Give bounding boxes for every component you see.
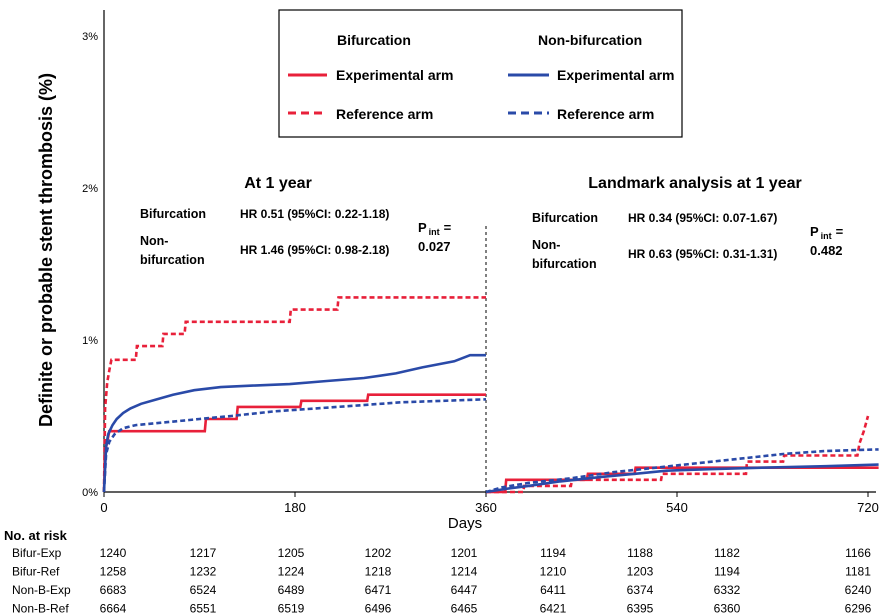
risk-cell: 6374 xyxy=(627,583,654,597)
series-line xyxy=(102,296,486,493)
legend-nonbifur-exp-label: Experimental arm xyxy=(557,67,675,83)
y-tick-label: 2% xyxy=(82,183,98,195)
risk-cell: 1205 xyxy=(278,546,305,560)
risk-cell: 6421 xyxy=(540,602,567,614)
risk-cell: 6395 xyxy=(627,602,654,614)
p-int-value: 0.027 xyxy=(418,239,451,254)
y-axis-title: Definite or probable stent thrombosis (%… xyxy=(36,73,56,427)
risk-cell: 6332 xyxy=(714,583,741,597)
risk-row-label: Non-B-Ref xyxy=(12,602,69,614)
y-ticks: 0% 1% 2% 3% xyxy=(82,31,98,499)
legend: Bifurcation Non-bifurcation Experimental… xyxy=(278,9,683,138)
risk-cell: 1201 xyxy=(451,546,478,560)
risk-cell: 1224 xyxy=(278,565,305,579)
legend-header-non-bifurcation: Non-bifurcation xyxy=(538,32,642,48)
panel-row-group-line1: Non- xyxy=(532,238,560,252)
risk-cell: 6447 xyxy=(451,583,478,597)
legend-box xyxy=(278,9,683,138)
x-ticks: 0 180 360 540 720 xyxy=(100,492,879,515)
panel-row-hr: HR 0.34 (95%CI: 0.07-1.67) xyxy=(628,211,777,225)
risk-cell: 1202 xyxy=(365,546,392,560)
panel-row-group: Bifurcation xyxy=(140,207,206,221)
x-tick-label: 180 xyxy=(284,500,306,515)
p-int-value: 0.482 xyxy=(810,243,843,258)
series-line xyxy=(485,448,879,494)
x-tick-label: 360 xyxy=(475,500,497,515)
series-lines xyxy=(102,296,879,494)
risk-cell: 6489 xyxy=(278,583,305,597)
risk-cell: 6664 xyxy=(100,602,127,614)
risk-cell: 1258 xyxy=(100,565,127,579)
risk-cell: 1188 xyxy=(627,546,653,560)
panel-row-group-line2: bifurcation xyxy=(140,253,205,267)
series-line xyxy=(486,415,870,494)
panel-at-1-year: At 1 year Bifurcation HR 0.51 (95%CI: 0.… xyxy=(140,175,452,267)
panel-row-hr: HR 0.51 (95%CI: 0.22-1.18) xyxy=(240,207,389,221)
panel-landmark: Landmark analysis at 1 year Bifurcation … xyxy=(532,175,844,271)
y-tick-label: 1% xyxy=(82,335,98,347)
risk-cell: 6465 xyxy=(451,602,478,614)
risk-cell: 1240 xyxy=(100,546,127,560)
panel-row-hr: HR 1.46 (95%CI: 0.98-2.18) xyxy=(240,243,389,257)
risk-table-title: No. at risk xyxy=(4,528,68,543)
x-tick-label: 540 xyxy=(666,500,688,515)
risk-table: No. at risk Bifur-Exp 1240 1217 1205 1202 120… xyxy=(4,528,872,614)
risk-row-label: Non-B-Exp xyxy=(12,583,71,597)
panel-row-group: Bifurcation xyxy=(532,211,598,225)
risk-cell: 6551 xyxy=(190,602,217,614)
legend-bifur-ref-label: Reference arm xyxy=(336,106,433,122)
risk-cell: 1232 xyxy=(190,565,217,579)
risk-cell: 6471 xyxy=(365,583,392,597)
risk-cell: 6411 xyxy=(540,583,566,597)
risk-cell: 6524 xyxy=(190,583,217,597)
risk-row-label: Bifur-Ref xyxy=(12,565,60,579)
panel-row-hr: HR 0.63 (95%CI: 0.31-1.31) xyxy=(628,247,777,261)
risk-cell: 1218 xyxy=(365,565,392,579)
risk-cell: 6360 xyxy=(714,602,741,614)
panel-title: Landmark analysis at 1 year xyxy=(588,175,801,192)
panel-row-group-line2: bifurcation xyxy=(532,257,597,271)
risk-cell: 1217 xyxy=(190,546,217,560)
risk-cell: 1194 xyxy=(540,546,566,560)
series-line xyxy=(102,353,486,493)
risk-cell: 6240 xyxy=(845,583,872,597)
risk-cell: 1182 xyxy=(714,546,740,560)
risk-cell: 1194 xyxy=(714,565,740,579)
risk-cell: 1210 xyxy=(540,565,567,579)
legend-bifur-exp-label: Experimental arm xyxy=(336,67,454,83)
legend-header-bifurcation: Bifurcation xyxy=(337,32,411,48)
series-line xyxy=(102,398,487,493)
risk-cell: 6496 xyxy=(365,602,392,614)
risk-row-label: Bifur-Exp xyxy=(12,546,62,560)
x-tick-label: 720 xyxy=(857,500,879,515)
x-tick-label: 0 xyxy=(100,500,107,515)
risk-cell: 6683 xyxy=(100,583,127,597)
y-tick-label: 3% xyxy=(82,31,98,43)
panel-row-group-line1: Non- xyxy=(140,234,168,248)
risk-cell: 6296 xyxy=(845,602,872,614)
risk-cell: 1166 xyxy=(845,546,871,560)
risk-cell: 6519 xyxy=(278,602,305,614)
risk-cell: 1203 xyxy=(627,565,654,579)
x-axis-title: Days xyxy=(448,515,482,532)
risk-cell: 1181 xyxy=(845,565,871,579)
panel-title: At 1 year xyxy=(244,175,312,192)
legend-nonbifur-ref-label: Reference arm xyxy=(557,106,654,122)
series-line xyxy=(485,463,879,494)
risk-cell: 1214 xyxy=(451,565,478,579)
y-tick-label: 0% xyxy=(82,487,98,499)
